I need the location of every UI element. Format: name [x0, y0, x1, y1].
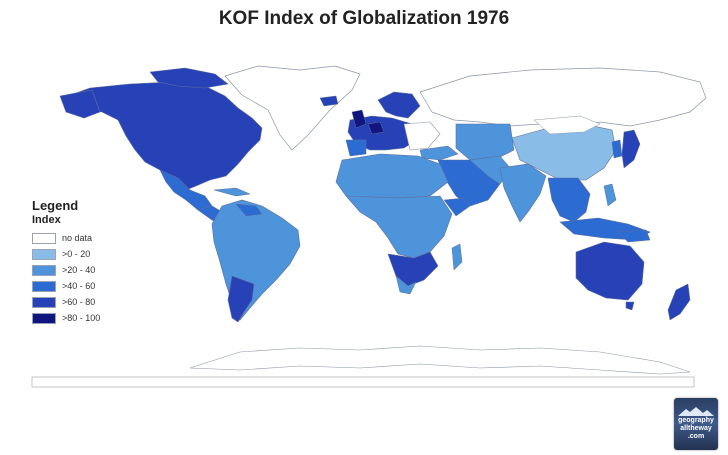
- legend-label: >0 - 20: [62, 249, 91, 259]
- region-horn-of-africa: [443, 197, 471, 217]
- region-india: [499, 163, 547, 223]
- region-alaska: [59, 89, 101, 119]
- region-south-america: [211, 199, 301, 321]
- legend-label: no data: [62, 233, 93, 243]
- region-north-africa: [335, 153, 449, 201]
- map-bottom-frame: [31, 376, 695, 388]
- legend-swatch: [32, 248, 56, 260]
- legend-swatch: [32, 264, 56, 276]
- region-korea: [611, 139, 623, 159]
- legend-label: >60 - 80: [62, 297, 96, 307]
- legend-item-no-data: no data: [32, 230, 152, 246]
- region-japan: [621, 129, 641, 169]
- legend-item-60-80: >60 - 80: [32, 294, 152, 310]
- legend-item-0-20: >0 - 20: [32, 246, 152, 262]
- region-southeast-asia: [547, 177, 591, 223]
- legend-label: >20 - 40: [62, 265, 96, 275]
- region-new-zealand: [667, 283, 691, 321]
- region-madagascar: [451, 243, 463, 271]
- region-papua: [617, 229, 651, 243]
- region-scandinavia: [377, 91, 421, 119]
- region-ussr: [419, 67, 707, 127]
- site-logo[interactable]: geography alltheway .com: [674, 398, 718, 450]
- region-eastern-europe: [403, 121, 441, 151]
- legend-title: Legend: [32, 198, 79, 213]
- region-south-africa-cape: [395, 275, 417, 295]
- logo-line-3: .com: [687, 433, 705, 440]
- map-title: KOF Index of Globalization 1976: [218, 8, 510, 29]
- region-central-africa: [345, 195, 453, 259]
- region-mongolia: [533, 115, 601, 135]
- logo-line-2: alltheway: [680, 425, 712, 432]
- legend-label: >80 - 100: [62, 313, 101, 323]
- legend-subtitle: Index: [32, 214, 61, 226]
- legend-item-80-100: >80 - 100: [32, 310, 152, 326]
- mountain-icon: [678, 407, 714, 416]
- region-philippines: [603, 183, 617, 207]
- region-arctic-islands: [149, 67, 229, 89]
- legend-label: >40 - 60: [62, 281, 96, 291]
- logo-line-1: geography: [678, 417, 714, 424]
- legend-swatch: [32, 312, 56, 324]
- region-turkey: [419, 145, 459, 161]
- region-uk: [351, 109, 367, 129]
- legend-swatch: [32, 296, 56, 308]
- region-caribbean: [213, 187, 251, 197]
- region-iberia: [345, 139, 367, 157]
- map-legend: Legend Index no data >0 - 20 >20 - 40 >4…: [32, 199, 152, 326]
- region-venezuela: [235, 203, 263, 217]
- legend-swatch: [32, 280, 56, 292]
- region-benelux: [367, 121, 385, 135]
- region-southern-cone: [227, 275, 255, 323]
- legend-item-20-40: >20 - 40: [32, 262, 152, 278]
- legend-swatch: [32, 232, 56, 244]
- region-australia: [575, 241, 645, 301]
- region-greenland: [224, 65, 361, 151]
- region-tasmania: [625, 301, 635, 311]
- legend-item-40-60: >40 - 60: [32, 278, 152, 294]
- region-central-asia: [455, 123, 515, 163]
- region-antarctica: [189, 345, 691, 375]
- region-iceland: [319, 95, 339, 107]
